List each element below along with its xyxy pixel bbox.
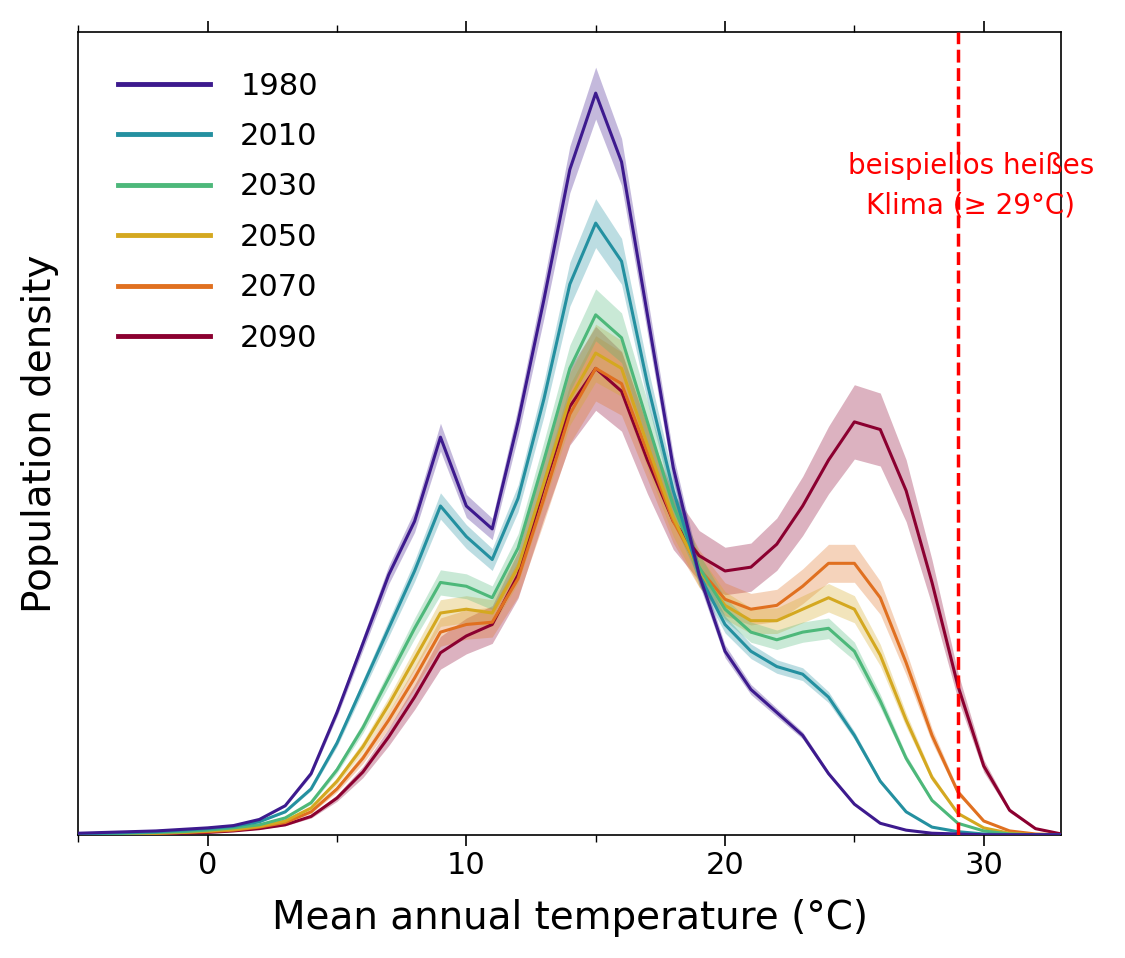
Y-axis label: Population density: Population density [21, 254, 58, 612]
Legend: 1980, 2010, 2030, 2050, 2070, 2090: 1980, 2010, 2030, 2050, 2070, 2090 [93, 47, 342, 377]
X-axis label: Mean annual temperature (°C): Mean annual temperature (°C) [272, 900, 867, 937]
Text: beispiellos heißes
Klima (≥ 29°C): beispiellos heißes Klima (≥ 29°C) [847, 152, 1094, 219]
